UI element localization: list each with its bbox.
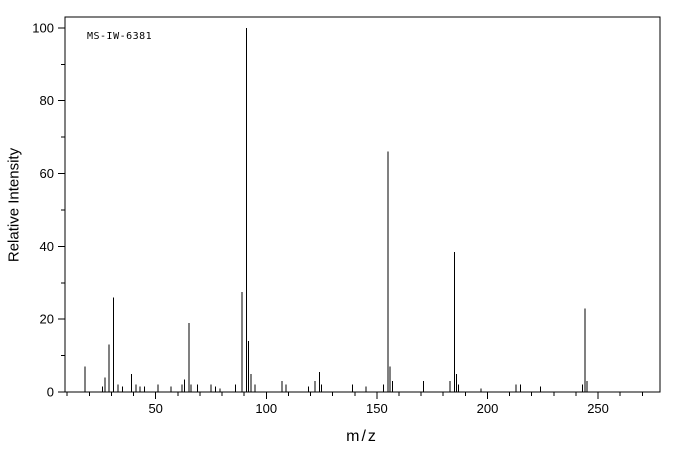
x-tick-label: 200 [477,401,499,416]
y-tick-label: 80 [40,93,54,108]
x-tick-label: 50 [148,401,162,416]
y-tick-label: 0 [47,385,54,400]
y-tick-label: 40 [40,239,54,254]
y-tick-label: 20 [40,312,54,327]
spectrum-id-label: MS-IW-6381 [87,31,153,42]
x-tick-label: 150 [366,401,388,416]
y-tick-label: 60 [40,166,54,181]
x-tick-label: 250 [587,401,609,416]
x-axis-title: m/z [346,428,378,445]
y-axis-title: Relative Intensity [5,147,23,263]
plot-frame [64,16,661,393]
y-tick-label: 100 [32,20,54,35]
x-tick-label: 100 [255,401,277,416]
